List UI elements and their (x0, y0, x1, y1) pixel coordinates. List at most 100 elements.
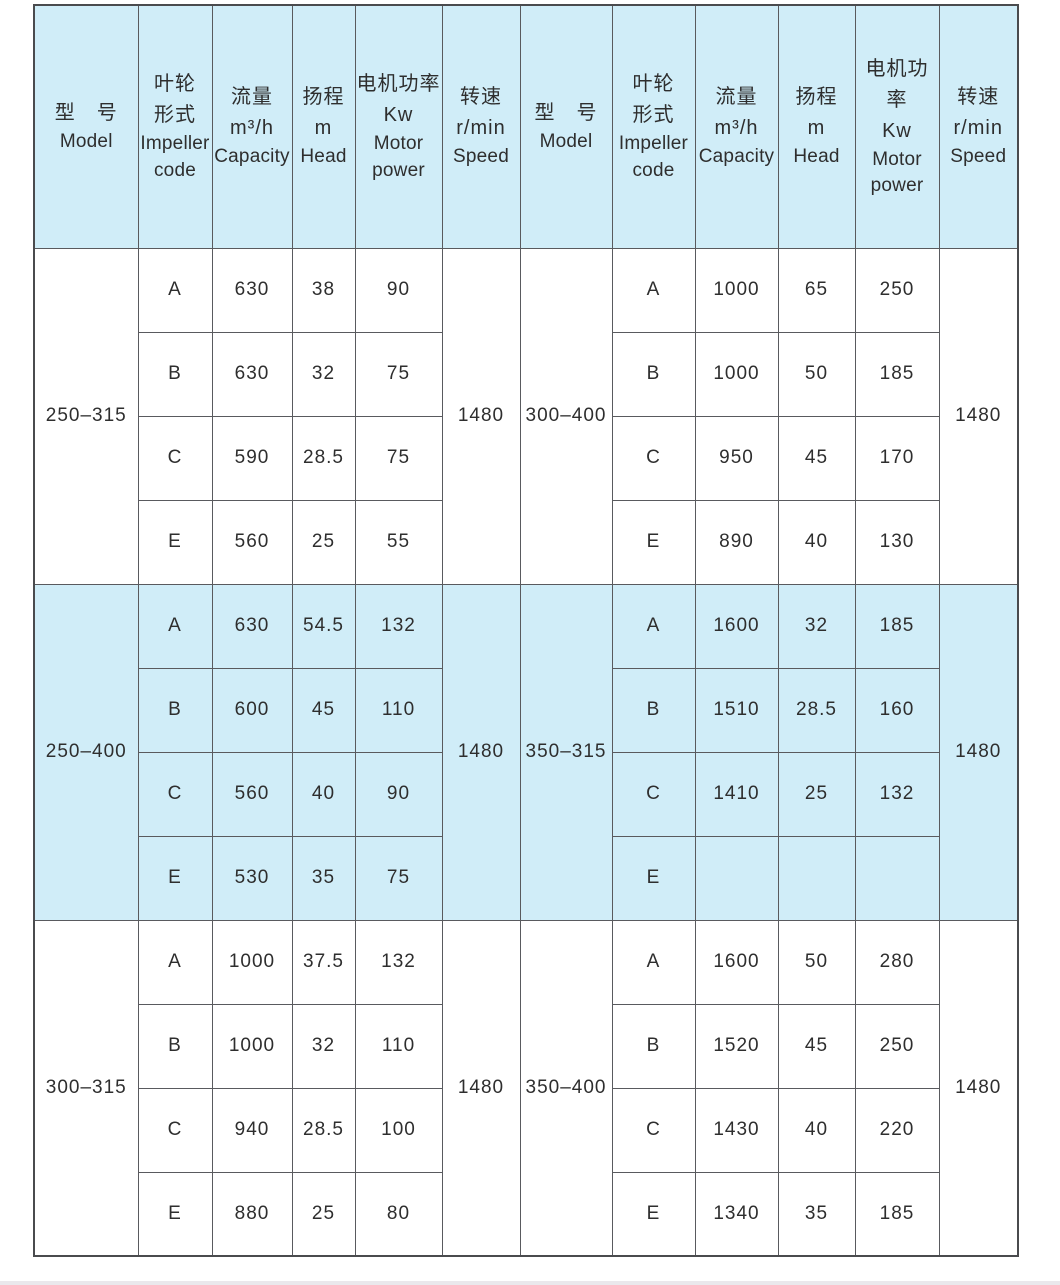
head-cell: 45 (777, 415, 856, 501)
table-row: E 880 25 80 E 1340 35 185 (34, 1171, 1018, 1257)
capacity-cell: 1340 (694, 1171, 779, 1257)
power-cell: 185 (854, 331, 940, 417)
capacity-cell: 1000 (694, 331, 779, 417)
header-label-zh: 型 号 (534, 101, 598, 124)
power-cell: 280 (854, 919, 940, 1005)
impeller-code-cell: C (137, 415, 213, 501)
col-header-impeller-right: 叶轮 形式 Impeller code (611, 4, 696, 249)
capacity-cell: 630 (211, 583, 293, 669)
impeller-code-cell: E (611, 835, 696, 921)
table-row: 250–315 A 630 38 90 1480 300–400 A 1000 … (33, 247, 1019, 585)
row-group-3: 300–315 A 1000 37.5 132 1480 350–400 A 1… (33, 919, 1019, 1257)
header-label-zh: 流量 m³/h (230, 86, 274, 140)
head-cell: 32 (777, 583, 856, 669)
capacity-cell: 940 (211, 1087, 293, 1173)
impeller-code-cell: C (611, 415, 696, 501)
header-label-zh: 转速 r/min (456, 86, 506, 140)
impeller-code-cell: B (611, 331, 696, 417)
power-cell: 130 (854, 499, 940, 585)
power-cell: 132 (354, 583, 443, 669)
power-cell: 185 (854, 583, 940, 669)
header-label-en: Capacity (214, 146, 290, 168)
capacity-cell: 560 (211, 499, 293, 585)
head-cell: 54.5 (291, 583, 356, 669)
capacity-cell: 1410 (694, 751, 779, 837)
head-cell: 25 (291, 499, 356, 585)
header-label-zh: 流量 m³/h (714, 86, 759, 140)
head-cell (777, 835, 856, 921)
col-header-speed-right: 转速 r/min Speed (938, 4, 1019, 249)
power-cell: 170 (854, 415, 940, 501)
head-cell: 25 (291, 1171, 356, 1257)
row-group-1: 250–315 A 630 38 90 1480 300–400 A 1000 … (33, 247, 1019, 585)
header-label-zh: 叶轮 形式 (154, 73, 196, 127)
power-cell: 90 (354, 751, 443, 837)
model-cell: 250–400 (33, 583, 139, 921)
impeller-code-cell: B (611, 667, 696, 753)
impeller-code-cell: A (137, 583, 213, 669)
capacity-cell: 950 (694, 415, 779, 501)
head-cell: 50 (777, 919, 856, 1005)
head-cell: 32 (291, 331, 356, 417)
header-label-en: Model (59, 130, 113, 152)
head-cell: 50 (777, 331, 856, 417)
table-header: 型 号 Model 叶轮 形式 Impeller code 流量 m³/h Capac… (33, 4, 1019, 249)
speed-cell: 1480 (441, 247, 521, 585)
head-cell: 37.5 (291, 919, 356, 1005)
col-header-head-right: 扬程 m Head (777, 4, 856, 249)
header-label-en: Head (300, 146, 347, 168)
table-row: E 560 25 55 E 890 40 130 (34, 499, 1018, 585)
head-cell: 40 (777, 1087, 856, 1173)
table-row: B 630 32 75 B 1000 50 185 (34, 331, 1018, 417)
head-cell: 28.5 (777, 667, 856, 753)
col-header-speed-left: 转速 r/min Speed (441, 4, 521, 249)
head-cell: 65 (777, 247, 856, 333)
capacity-cell: 1430 (694, 1087, 779, 1173)
impeller-code-cell: C (137, 751, 213, 837)
col-header-impeller-left: 叶轮 形式 Impeller code (137, 4, 213, 249)
power-cell: 75 (354, 415, 443, 501)
header-label-en: Model (539, 130, 593, 152)
capacity-cell: 560 (211, 751, 293, 837)
impeller-code-cell: B (137, 667, 213, 753)
col-header-capacity-right: 流量 m³/h Capacity (694, 4, 779, 249)
speed-cell: 1480 (938, 583, 1019, 921)
head-cell: 45 (291, 667, 356, 753)
header-label-zh: 扬程 m (302, 86, 345, 140)
head-cell: 28.5 (291, 415, 356, 501)
table-row: C 560 40 90 C 1410 25 132 (34, 751, 1018, 837)
capacity-cell: 600 (211, 667, 293, 753)
table-row: E 530 35 75 E (34, 835, 1018, 921)
power-cell: 80 (354, 1171, 443, 1257)
power-cell (854, 835, 940, 921)
table-row: 300–315 A 1000 37.5 132 1480 350–400 A 1… (33, 919, 1019, 1257)
head-cell: 28.5 (291, 1087, 356, 1173)
capacity-cell: 590 (211, 415, 293, 501)
impeller-code-cell: A (137, 247, 213, 333)
power-cell: 110 (354, 667, 443, 753)
power-cell: 100 (354, 1087, 443, 1173)
power-cell: 185 (854, 1171, 940, 1257)
table-row: B 600 45 110 B 1510 28.5 160 (34, 667, 1018, 753)
impeller-code-cell: E (137, 1171, 213, 1257)
head-cell: 25 (777, 751, 856, 837)
header-label-en: Motor power (372, 133, 425, 181)
model-cell: 350–315 (519, 583, 613, 921)
power-cell: 55 (354, 499, 443, 585)
header-label-zh: 型 号 (54, 101, 118, 124)
capacity-cell: 1000 (211, 1003, 293, 1089)
impeller-code-cell: C (611, 751, 696, 837)
col-header-power-right: 电机功率 Kw Motor power (854, 4, 940, 249)
header-label-en: Motor power (870, 148, 924, 197)
table-row: C 590 28.5 75 C 950 45 170 (34, 415, 1018, 501)
impeller-code-cell: A (611, 583, 696, 669)
table-row: C 940 28.5 100 C 1430 40 220 (34, 1087, 1018, 1173)
table-row: 250–400 A 630 54.5 132 1480 350–315 A 16… (33, 583, 1019, 921)
capacity-cell: 880 (211, 1171, 293, 1257)
header-label-en: Head (793, 146, 840, 168)
col-header-model-right: 型 号 Model (519, 4, 613, 249)
impeller-code-cell: E (611, 499, 696, 585)
header-label-en: Impeller code (618, 133, 689, 181)
head-cell: 40 (291, 751, 356, 837)
capacity-cell: 1600 (694, 583, 779, 669)
